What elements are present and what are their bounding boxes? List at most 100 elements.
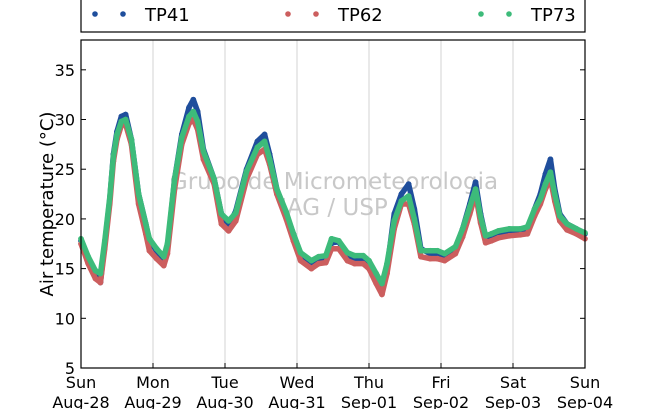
data-point	[495, 234, 502, 241]
data-point	[373, 280, 380, 287]
series-segment	[200, 148, 217, 182]
data-point	[179, 134, 185, 141]
data-point	[398, 191, 405, 197]
series-segment	[452, 226, 466, 250]
data-point	[472, 186, 479, 192]
data-point	[351, 260, 358, 267]
data-point	[323, 259, 329, 266]
data-point	[315, 253, 322, 260]
data-point	[537, 196, 544, 202]
data-point	[243, 168, 250, 174]
data-point	[233, 218, 239, 224]
data-point	[441, 257, 448, 264]
series-segment	[243, 144, 261, 174]
data-point	[360, 260, 367, 267]
series-segment	[266, 156, 280, 192]
data-point	[344, 249, 351, 256]
data-point	[427, 247, 434, 254]
x-tick-label-date: Aug-29	[124, 393, 181, 409]
watermark-line-1: Grupo de Micrometeorologia	[170, 169, 498, 195]
data-point	[398, 198, 405, 204]
data-point	[274, 186, 280, 192]
y-tick-label: 25	[55, 160, 75, 179]
data-point	[171, 176, 178, 182]
series-segment	[128, 136, 142, 197]
series-layer	[78, 96, 588, 298]
data-point	[233, 210, 239, 216]
data-point	[547, 156, 554, 163]
series-segment	[552, 191, 563, 219]
series-segment	[274, 186, 289, 215]
data-point	[161, 262, 167, 269]
data-point	[85, 253, 91, 260]
data-point	[153, 245, 160, 252]
legend-label-tp73: TP73	[530, 5, 576, 26]
data-point	[335, 237, 342, 244]
data-point	[573, 226, 580, 232]
data-point	[411, 216, 418, 222]
series-segment	[290, 231, 304, 256]
series-segment	[211, 176, 225, 217]
data-point	[482, 239, 489, 246]
data-point	[391, 218, 398, 224]
y-tick-label: 10	[55, 309, 75, 328]
data-point	[323, 252, 329, 259]
series-segment	[78, 236, 91, 260]
data-point	[328, 235, 335, 242]
data-point	[477, 214, 484, 220]
series-tp73	[78, 108, 588, 287]
legend-marker	[506, 11, 512, 17]
data-point	[384, 260, 390, 267]
data-point	[254, 144, 261, 151]
data-point	[190, 108, 197, 115]
data-point	[261, 138, 268, 145]
series-segment	[283, 209, 297, 237]
data-point	[495, 228, 502, 234]
data-point	[161, 253, 167, 260]
data-point	[190, 96, 197, 103]
data-point	[434, 247, 441, 254]
data-point	[379, 280, 385, 287]
grid-lines	[152, 40, 514, 368]
legend-label-tp62: TP62	[337, 5, 383, 26]
data-point	[551, 191, 558, 197]
data-point	[266, 156, 273, 163]
data-point	[441, 250, 448, 257]
data-point	[308, 265, 315, 272]
data-point	[153, 255, 160, 262]
series-segment	[405, 193, 418, 222]
data-point	[517, 232, 523, 238]
series-segment	[452, 234, 466, 257]
data-point	[297, 257, 304, 264]
data-point	[472, 179, 479, 185]
series-segment	[97, 238, 108, 277]
x-tick-label-day: Mon	[136, 373, 170, 392]
data-point	[218, 211, 225, 217]
series-segment	[472, 186, 484, 220]
series-segment	[233, 168, 250, 216]
data-point	[506, 233, 513, 239]
x-tick-label-date: Sep-04	[557, 393, 613, 409]
legend-label-tp41: TP41	[144, 5, 190, 26]
data-point	[344, 257, 351, 264]
data-point	[114, 131, 120, 138]
legend-marker	[92, 11, 98, 17]
data-point	[360, 252, 367, 259]
x-tick-label-day: Wed	[280, 373, 315, 392]
data-point	[366, 257, 372, 264]
series-segment	[261, 138, 273, 163]
series-segment	[477, 214, 489, 239]
data-point	[308, 257, 315, 264]
series-segment	[179, 113, 192, 141]
data-point	[452, 250, 459, 257]
x-tick-label-day: Sat	[500, 373, 526, 392]
data-point	[110, 153, 117, 160]
series-segment	[171, 134, 185, 182]
x-tick-label-date: Aug-30	[196, 393, 253, 409]
data-point	[452, 243, 459, 250]
data-point	[418, 253, 424, 260]
data-point	[122, 111, 129, 118]
data-point	[297, 249, 304, 256]
data-point	[118, 118, 125, 125]
x-tick-label-day: Sun	[570, 373, 600, 392]
